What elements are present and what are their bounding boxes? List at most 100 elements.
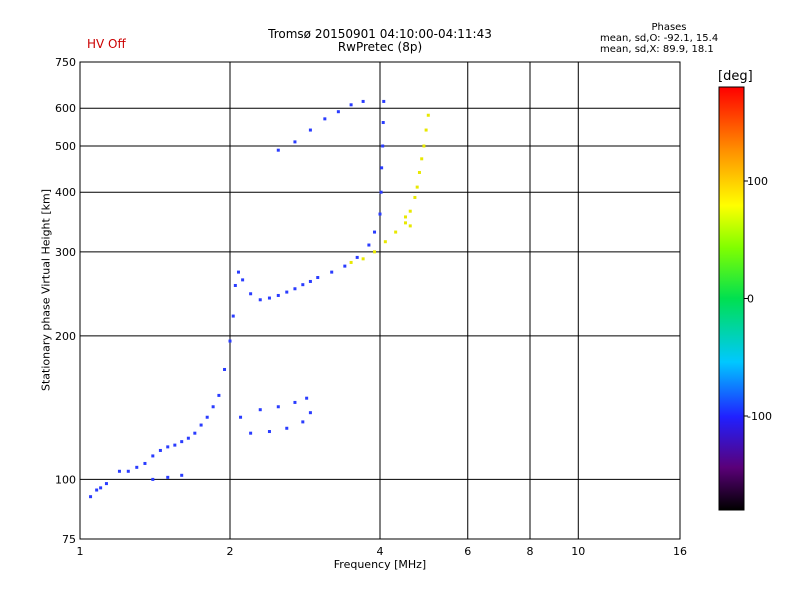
data-point-o-mode <box>276 293 280 297</box>
data-point-x-mode <box>426 113 430 117</box>
data-point-o-mode <box>180 440 184 444</box>
data-point-o-mode <box>151 454 155 458</box>
data-point-o-mode <box>249 292 253 296</box>
data-point-o-mode <box>249 431 253 435</box>
data-point-o-mode <box>380 166 384 170</box>
y-axis-label: Stationary phase Virtual Height [km] <box>39 188 53 392</box>
phases-summary: Phases mean, sd,O: -92.1, 15.4 mean, sd,… <box>600 22 718 55</box>
colorbar-ticks: 100 0 -100 <box>744 175 772 423</box>
phases-x-mode: mean, sd,X: 89.9, 18.1 <box>600 44 714 55</box>
chart-title: Tromsø 20150901 04:10:00-04:11:43 <box>268 27 492 41</box>
data-point-o-mode <box>166 475 170 479</box>
data-point-x-mode <box>383 240 387 244</box>
colorbar-tick-label: 0 <box>747 293 754 306</box>
data-point-o-mode <box>305 396 309 400</box>
data-point-o-mode <box>267 430 271 434</box>
data-point-o-mode <box>381 121 385 125</box>
data-point-o-mode <box>349 103 353 107</box>
data-point-x-mode <box>424 128 428 132</box>
data-point-o-mode <box>231 314 235 318</box>
data-point-o-mode <box>135 465 139 469</box>
data-point-o-mode <box>228 339 232 343</box>
colorbar-tick-label: -100 <box>747 410 772 423</box>
data-point-o-mode <box>173 443 177 447</box>
data-point-o-mode <box>285 290 289 294</box>
data-point-o-mode <box>180 473 184 477</box>
data-point-x-mode <box>361 257 365 261</box>
data-point-o-mode <box>301 283 305 287</box>
data-point-o-mode <box>379 190 383 194</box>
data-point-o-mode <box>241 278 245 282</box>
x-tick-label: 1 <box>77 545 84 558</box>
data-point-o-mode <box>239 415 243 419</box>
data-point-o-mode <box>233 283 237 287</box>
data-point-o-mode <box>186 436 190 440</box>
y-tick-label: 400 <box>55 186 76 199</box>
data-point-x-mode <box>394 230 398 234</box>
data-point-o-mode <box>293 400 297 404</box>
y-tick-label: 500 <box>55 140 76 153</box>
data-point-o-mode <box>355 255 359 259</box>
data-point-o-mode <box>258 298 262 302</box>
data-points <box>89 99 430 499</box>
data-point-x-mode <box>408 209 412 213</box>
data-point-o-mode <box>158 448 162 452</box>
data-point-o-mode <box>293 287 297 291</box>
data-point-o-mode <box>323 117 327 121</box>
x-tick-label: 6 <box>464 545 471 558</box>
data-point-o-mode <box>104 482 108 486</box>
axis-ticks: 1 2 4 6 8 10 16 75 100 200 300 400 500 600 750 <box>55 56 687 558</box>
phases-title: Phases <box>651 22 687 33</box>
data-point-o-mode <box>99 486 103 490</box>
data-point-x-mode <box>417 170 421 174</box>
data-point-x-mode <box>408 224 412 228</box>
data-point-o-mode <box>117 469 121 473</box>
y-tick-label: 200 <box>55 330 76 343</box>
x-axis-label: Frequency [MHz] <box>333 558 427 571</box>
data-point-o-mode <box>285 426 289 430</box>
data-point-o-mode <box>276 405 280 409</box>
x-tick-label: 8 <box>527 545 534 558</box>
data-point-o-mode <box>343 264 347 268</box>
data-point-x-mode <box>422 144 426 148</box>
data-point-o-mode <box>193 431 197 435</box>
data-point-o-mode <box>308 128 312 132</box>
data-point-o-mode <box>89 495 93 499</box>
data-point-o-mode <box>316 276 320 280</box>
x-tick-label: 16 <box>673 545 687 558</box>
y-tick-label: 750 <box>55 56 76 69</box>
data-point-x-mode <box>413 195 417 199</box>
data-point-x-mode <box>349 260 353 264</box>
chart-subtitle: RwPretec (8p) <box>337 40 423 54</box>
data-point-o-mode <box>330 270 334 274</box>
y-tick-label: 100 <box>55 473 76 486</box>
data-point-o-mode <box>381 144 385 148</box>
plot-frame <box>79 61 681 540</box>
y-tick-label: 75 <box>62 533 76 546</box>
data-point-o-mode <box>308 411 312 415</box>
data-point-o-mode <box>95 488 99 492</box>
data-point-o-mode <box>211 405 215 409</box>
data-point-o-mode <box>223 367 227 371</box>
data-point-o-mode <box>267 296 271 300</box>
data-point-o-mode <box>276 148 280 152</box>
data-point-o-mode <box>126 469 130 473</box>
colorbar-tick-label: 100 <box>747 175 768 188</box>
data-point-o-mode <box>378 212 382 216</box>
data-point-x-mode <box>420 157 424 161</box>
colorbar-title: [deg] <box>718 69 753 84</box>
data-point-o-mode <box>236 270 240 274</box>
y-tick-label: 600 <box>55 102 76 115</box>
x-tick-label: 4 <box>377 545 384 558</box>
y-tick-label: 300 <box>55 246 76 259</box>
data-point-o-mode <box>258 408 262 412</box>
grid-lines <box>79 61 681 540</box>
data-point-o-mode <box>361 99 365 103</box>
data-point-x-mode <box>403 221 407 225</box>
x-tick-label: 10 <box>571 545 585 558</box>
data-point-o-mode <box>336 110 340 114</box>
data-point-o-mode <box>199 423 203 427</box>
data-point-o-mode <box>151 477 155 481</box>
data-point-x-mode <box>415 185 419 189</box>
